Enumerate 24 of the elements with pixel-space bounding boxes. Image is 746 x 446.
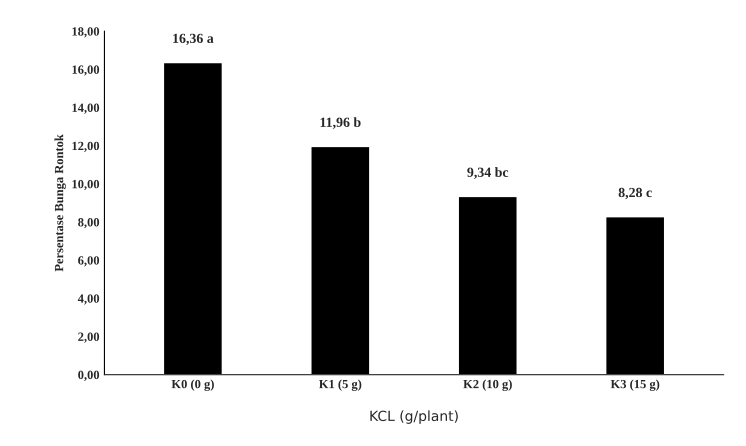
x-axis-title: KCL (g/plant) xyxy=(370,410,458,424)
bar xyxy=(162,62,224,375)
y-tick-label: 12,00 xyxy=(72,142,100,152)
bar xyxy=(310,146,370,375)
y-tick-label: 4,00 xyxy=(78,294,100,305)
y-axis-title: Persentase Bunga Rontok xyxy=(54,134,66,272)
x-tick-label: K0 (0 g) xyxy=(172,380,214,391)
x-tick-label: K1 (5 g) xyxy=(319,380,362,391)
y-tick-label: 6,00 xyxy=(78,256,100,266)
y-tick-label: 10,00 xyxy=(72,180,100,190)
data-label: 11,96 b xyxy=(320,117,361,129)
x-tick-label: K2 (10 g) xyxy=(463,380,512,391)
y-tick-label: 2,00 xyxy=(78,332,100,343)
y-tick-label: 8,00 xyxy=(78,218,100,228)
data-label: 16,36 a xyxy=(173,34,214,46)
bar xyxy=(458,196,518,375)
data-label: 9,34 bc xyxy=(467,167,508,179)
y-tick-label: 0,00 xyxy=(78,370,100,381)
y-tick-label: 14,00 xyxy=(72,104,100,114)
x-tick-label: K3 (15 g) xyxy=(610,380,660,391)
y-tick-label: 16,00 xyxy=(72,65,100,76)
y-tick-label: 18,00 xyxy=(72,27,100,38)
data-label: 8,28 c xyxy=(618,188,652,200)
bar xyxy=(604,216,666,375)
